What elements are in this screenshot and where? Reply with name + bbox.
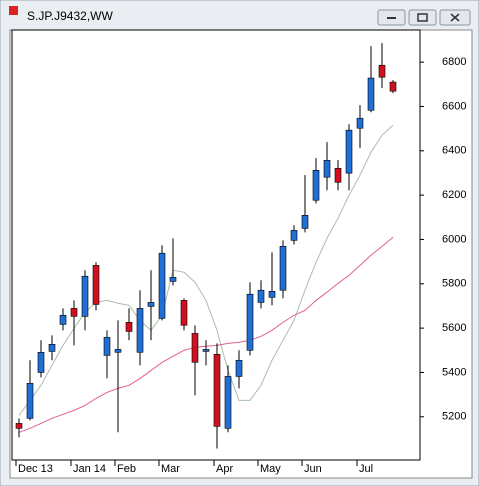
y-tick-label: 6800 <box>442 56 466 68</box>
candle-body <box>257 289 265 303</box>
candle-body <box>213 353 221 427</box>
candle-body <box>147 302 155 307</box>
x-tick-label: Jul <box>359 463 373 475</box>
candle-body <box>114 349 122 353</box>
candle-body <box>92 265 100 305</box>
candle-body <box>125 322 133 332</box>
minimize-button[interactable] <box>377 9 406 26</box>
maximize-button[interactable] <box>408 9 437 26</box>
y-tick-label: 6000 <box>442 233 466 245</box>
candle-body <box>15 423 23 429</box>
candle-body <box>378 64 386 78</box>
candle-body <box>367 77 375 111</box>
x-tick-label: Jan 14 <box>73 463 106 475</box>
candle-body <box>158 252 166 319</box>
candle-body <box>37 351 45 373</box>
window-title: S.JP.J9432,WW <box>27 9 113 23</box>
candle-body <box>312 170 320 201</box>
candle-body <box>136 308 144 353</box>
candle-body <box>235 359 243 377</box>
candle-body <box>202 349 210 352</box>
y-tick-label: 5400 <box>442 366 466 378</box>
candle-body <box>356 117 364 129</box>
candle-body <box>389 81 397 92</box>
candle-body <box>268 291 276 298</box>
y-tick-label: 6200 <box>442 189 466 201</box>
candle-body <box>224 376 232 429</box>
candle-body <box>81 275 89 317</box>
candle-body <box>59 314 67 325</box>
candle-body <box>246 293 254 351</box>
x-tick-label: Dec 13 <box>18 463 53 475</box>
candle-body <box>103 337 111 356</box>
close-button[interactable] <box>439 9 471 26</box>
x-tick-label: Jun <box>304 463 322 475</box>
y-tick-label: 6600 <box>442 100 466 112</box>
candle-body <box>323 160 331 178</box>
x-tick-label: May <box>260 463 281 475</box>
y-tick-label: 5600 <box>442 322 466 334</box>
window-icon <box>9 6 18 15</box>
candle-body <box>301 214 309 229</box>
y-tick-label: 6400 <box>442 145 466 157</box>
y-tick-label: 5800 <box>442 278 466 290</box>
candle-body <box>26 383 34 419</box>
candle-body <box>169 277 177 282</box>
candle-body <box>345 129 353 174</box>
candle-body <box>290 230 298 241</box>
candle-body <box>70 308 78 317</box>
candle-body <box>279 246 287 291</box>
candle-body <box>334 168 342 183</box>
candle-body <box>191 333 199 363</box>
y-tick-label: 5200 <box>442 411 466 423</box>
x-tick-label: Feb <box>117 463 136 475</box>
x-tick-label: Apr <box>216 463 233 475</box>
candle-body <box>180 300 188 326</box>
x-tick-label: Mar <box>161 463 180 475</box>
moving-average <box>18 124 394 416</box>
candle-body <box>48 343 56 352</box>
